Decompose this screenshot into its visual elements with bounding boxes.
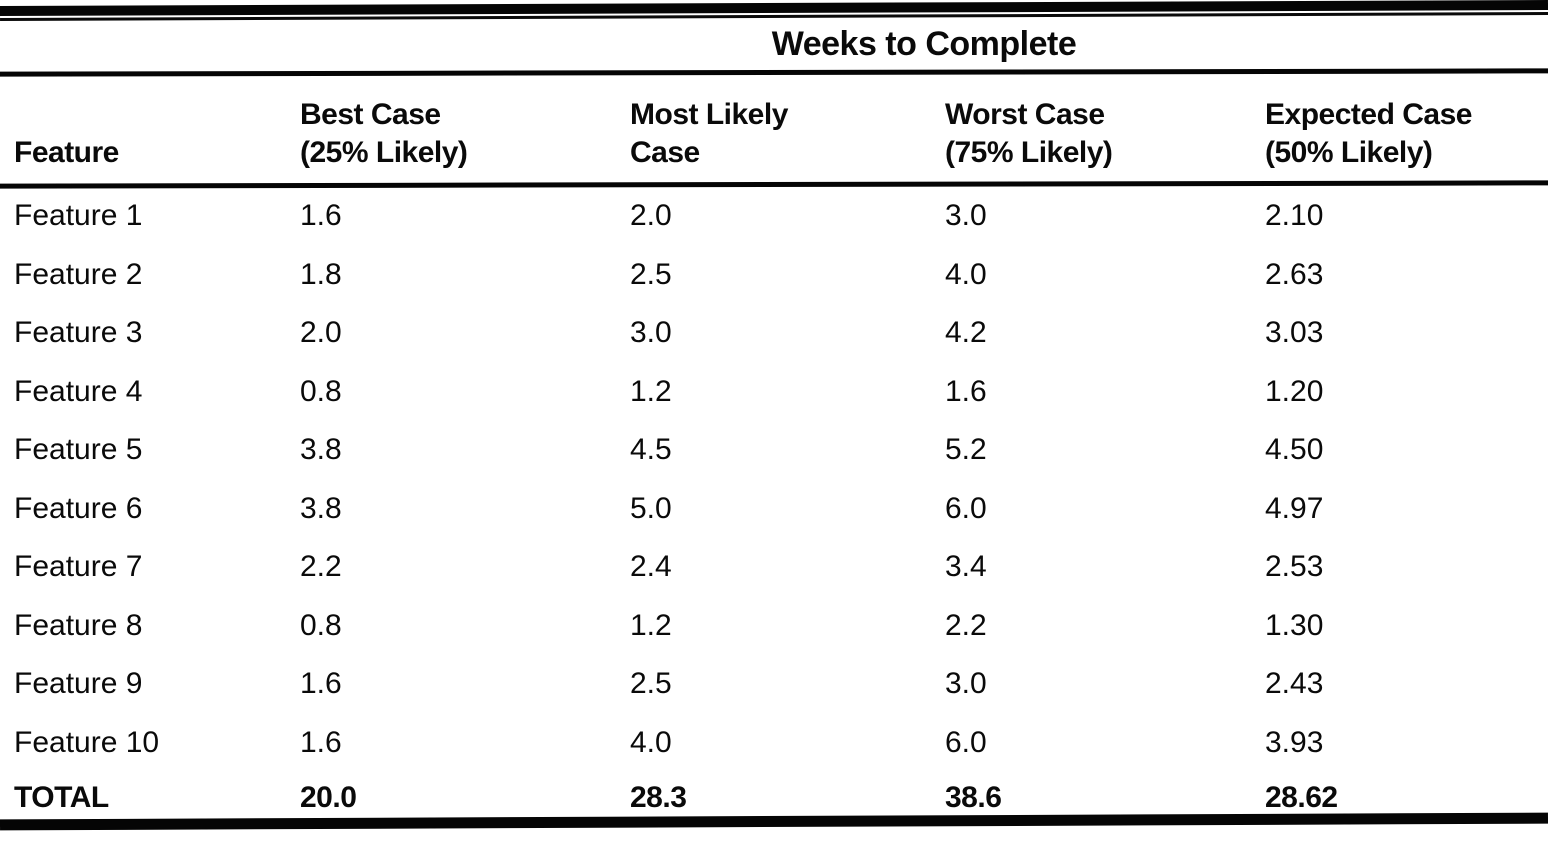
- cell-most-likely: 4.5: [630, 433, 672, 467]
- cell-most-likely: 1.2: [630, 374, 672, 408]
- table-title-band: Weeks to Complete: [300, 18, 1548, 70]
- cell-feature: Feature 7: [14, 550, 143, 584]
- cell-feature: Feature 1: [14, 199, 143, 233]
- cell-worst-case: 6.0: [945, 725, 987, 759]
- cell-best-case: 1.6: [300, 199, 342, 233]
- total-most-likely: 28.3: [630, 781, 687, 814]
- cell-best-case: 1.8: [300, 257, 342, 291]
- cell-feature: Feature 5: [14, 433, 143, 467]
- cell-most-likely: 2.5: [630, 667, 672, 701]
- column-header-expected-case: Expected Case (50% Likely): [1265, 98, 1472, 169]
- cell-most-likely: 2.4: [630, 550, 672, 584]
- cell-best-case: 0.8: [300, 374, 342, 408]
- cell-expected-case: 3.93: [1265, 725, 1324, 759]
- cell-worst-case: 1.6: [945, 374, 987, 408]
- rule-under-title: [0, 68, 1548, 77]
- cell-best-case: 2.2: [300, 550, 342, 584]
- cell-expected-case: 2.53: [1265, 550, 1324, 584]
- cell-worst-case: 3.0: [945, 667, 987, 701]
- table-row: Feature 3 2.0 3.0 4.2 3.03: [0, 304, 1548, 363]
- cell-expected-case: 2.10: [1265, 199, 1324, 233]
- total-best-case: 20.0: [300, 781, 357, 814]
- cell-feature: Feature 3: [14, 316, 143, 350]
- cell-feature: Feature 4: [14, 374, 143, 408]
- table-row: Feature 10 1.6 4.0 6.0 3.93: [0, 714, 1548, 773]
- table-row: Feature 9 1.6 2.5 3.0 2.43: [0, 655, 1548, 714]
- cell-expected-case: 1.20: [1265, 374, 1324, 408]
- column-header-best-case: Best Case (25% Likely): [300, 98, 468, 169]
- table-header-row: Feature Best Case (25% Likely) Most Like…: [0, 78, 1548, 182]
- cell-worst-case: 3.4: [945, 550, 987, 584]
- cell-best-case: 0.8: [300, 608, 342, 642]
- table-row: Feature 2 1.8 2.5 4.0 2.63: [0, 246, 1548, 305]
- cell-most-likely: 1.2: [630, 608, 672, 642]
- cell-worst-case: 4.2: [945, 316, 987, 350]
- total-worst-case: 38.6: [945, 781, 1002, 814]
- table-body: Feature 1 1.6 2.0 3.0 2.10 Feature 2 1.8…: [0, 187, 1548, 824]
- cell-expected-case: 2.63: [1265, 257, 1324, 291]
- column-header-most-likely-case: Most Likely Case: [630, 98, 788, 169]
- cell-worst-case: 6.0: [945, 491, 987, 525]
- cell-worst-case: 4.0: [945, 257, 987, 291]
- table-title: Weeks to Complete: [771, 24, 1077, 63]
- cell-expected-case: 2.43: [1265, 667, 1324, 701]
- column-header-feature: Feature: [14, 136, 119, 169]
- cell-feature: Feature 8: [14, 608, 143, 642]
- cell-feature: Feature 9: [14, 667, 143, 701]
- table-row: Feature 7 2.2 2.4 3.4 2.53: [0, 538, 1548, 597]
- cell-feature: Feature 2: [14, 257, 143, 291]
- table-row: Feature 1 1.6 2.0 3.0 2.10: [0, 187, 1548, 246]
- cell-most-likely: 4.0: [630, 725, 672, 759]
- cell-best-case: 3.8: [300, 491, 342, 525]
- cell-most-likely: 2.0: [630, 199, 672, 233]
- cell-expected-case: 1.30: [1265, 608, 1324, 642]
- table-row: Feature 8 0.8 1.2 2.2 1.30: [0, 597, 1548, 656]
- cell-best-case: 2.0: [300, 316, 342, 350]
- total-label: TOTAL: [14, 781, 109, 814]
- cell-best-case: 1.6: [300, 667, 342, 701]
- table-row: Feature 4 0.8 1.2 1.6 1.20: [0, 363, 1548, 422]
- table-row: Feature 6 3.8 5.0 6.0 4.97: [0, 480, 1548, 539]
- cell-expected-case: 3.03: [1265, 316, 1324, 350]
- top-border-rule: [0, 0, 1548, 18]
- table-total-row: TOTAL 20.0 28.3 38.6 28.62: [0, 772, 1548, 824]
- cell-feature: Feature 10: [14, 725, 160, 759]
- cell-best-case: 1.6: [300, 725, 342, 759]
- cell-most-likely: 3.0: [630, 316, 672, 350]
- total-expected-case: 28.62: [1265, 781, 1338, 814]
- cell-worst-case: 3.0: [945, 199, 987, 233]
- cell-most-likely: 5.0: [630, 491, 672, 525]
- table-row: Feature 5 3.8 4.5 5.2 4.50: [0, 421, 1548, 480]
- cell-expected-case: 4.50: [1265, 433, 1324, 467]
- cell-worst-case: 5.2: [945, 433, 987, 467]
- cell-best-case: 3.8: [300, 433, 342, 467]
- column-header-worst-case: Worst Case (75% Likely): [945, 98, 1113, 169]
- cell-feature: Feature 6: [14, 491, 143, 525]
- cell-expected-case: 4.97: [1265, 491, 1324, 525]
- cell-worst-case: 2.2: [945, 608, 987, 642]
- cell-most-likely: 2.5: [630, 257, 672, 291]
